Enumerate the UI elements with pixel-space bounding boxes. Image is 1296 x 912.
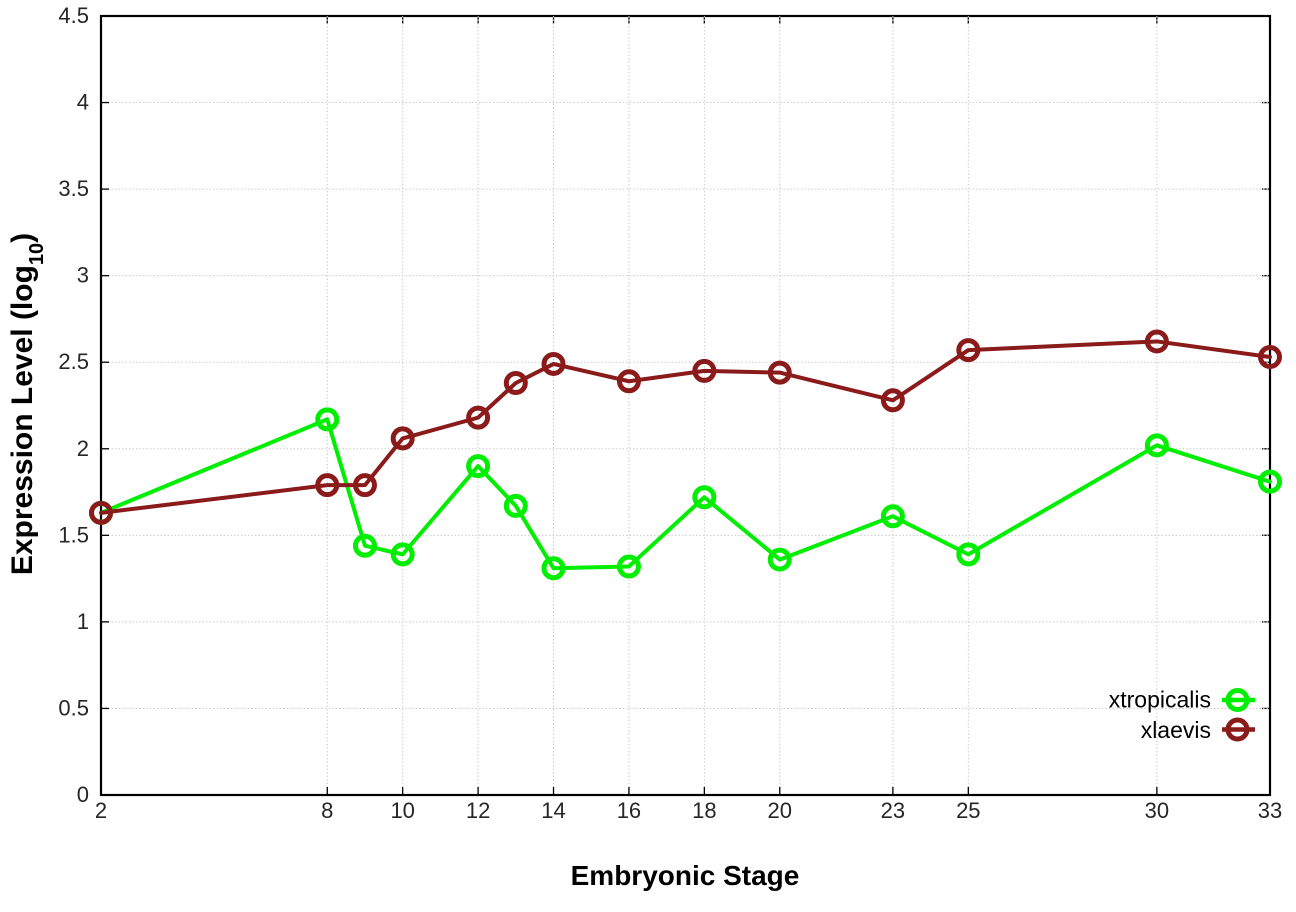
svg-text:8: 8 bbox=[321, 798, 333, 823]
svg-text:16: 16 bbox=[617, 798, 641, 823]
svg-text:Expression Level (log10): Expression Level (log10) bbox=[6, 233, 48, 575]
svg-text:12: 12 bbox=[466, 798, 490, 823]
svg-text:33: 33 bbox=[1258, 798, 1282, 823]
svg-text:xlaevis: xlaevis bbox=[1141, 717, 1211, 743]
svg-text:18: 18 bbox=[692, 798, 716, 823]
svg-text:30: 30 bbox=[1145, 798, 1169, 823]
svg-text:14: 14 bbox=[541, 798, 565, 823]
svg-text:Embryonic Stage: Embryonic Stage bbox=[571, 860, 800, 891]
svg-text:25: 25 bbox=[956, 798, 980, 823]
svg-text:23: 23 bbox=[881, 798, 905, 823]
svg-text:4.5: 4.5 bbox=[58, 3, 89, 28]
svg-text:2: 2 bbox=[77, 436, 89, 461]
svg-text:0.5: 0.5 bbox=[58, 695, 89, 720]
svg-text:3.5: 3.5 bbox=[58, 176, 89, 201]
svg-text:1.5: 1.5 bbox=[58, 522, 89, 547]
svg-text:1: 1 bbox=[77, 609, 89, 634]
svg-text:2: 2 bbox=[95, 798, 107, 823]
svg-text:10: 10 bbox=[390, 798, 414, 823]
svg-text:20: 20 bbox=[768, 798, 792, 823]
svg-text:2.5: 2.5 bbox=[58, 349, 89, 374]
svg-text:xtropicalis: xtropicalis bbox=[1109, 687, 1211, 713]
svg-text:0: 0 bbox=[77, 782, 89, 807]
svg-text:4: 4 bbox=[77, 90, 89, 115]
svg-text:3: 3 bbox=[77, 263, 89, 288]
